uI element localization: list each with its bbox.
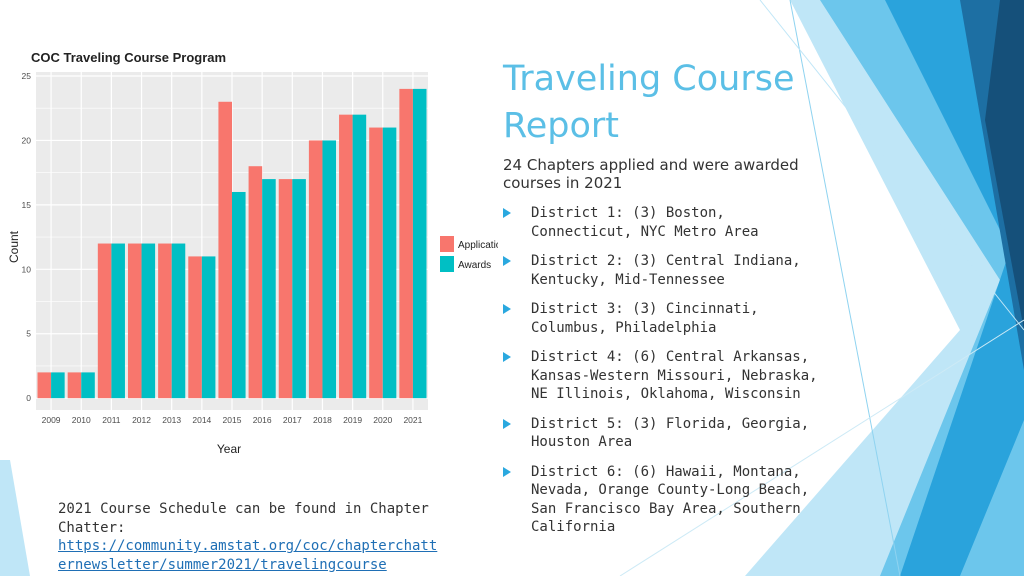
x-axis-label: Year: [217, 442, 241, 456]
district-item: District 5: (3) Florida, Georgia, Housto…: [503, 415, 823, 452]
y-tick-label: 25: [22, 71, 32, 81]
bullet-arrow-icon: [503, 466, 511, 477]
deco-line: [619, 319, 1024, 576]
district-text: District 4: (6) Central Arkansas, Kansas…: [531, 349, 818, 402]
bullet-arrow-icon: [503, 418, 511, 429]
bar-applications-2019: [339, 114, 353, 399]
district-item: District 1: (3) Boston, Connecticut, NYC…: [503, 204, 823, 241]
x-tick-label: 2019: [343, 415, 362, 425]
bar-awards-2016: [262, 179, 276, 399]
bar-awards-2010: [81, 372, 95, 399]
bullet-arrow-icon: [503, 208, 511, 218]
x-tick-label: 2012: [132, 415, 151, 425]
bar-applications-2009: [37, 372, 52, 399]
y-tick-label: 5: [26, 329, 31, 339]
district-item: District 3: (3) Cincinnati, Columbus, Ph…: [503, 300, 823, 337]
legend-label-awards: Awards: [458, 260, 491, 271]
x-tick-label: 2011: [102, 415, 121, 425]
y-tick-label: 0: [26, 393, 31, 403]
slide-subtitle: 24 Chapters applied and were awarded cou…: [503, 156, 799, 192]
district-text: District 1: (3) Boston, Connecticut, NYC…: [531, 205, 759, 240]
district-item: District 2: (3) Central Indiana, Kentuck…: [503, 252, 823, 289]
district-text: District 6: (6) Hawaii, Montana, Nevada,…: [531, 463, 810, 536]
y-tick-label: 20: [22, 135, 32, 145]
district-item: District 4: (6) Central Arkansas, Kansas…: [503, 348, 823, 404]
bar-applications-2014: [188, 256, 202, 399]
footer-note: 2021 Course Schedule can be found in Cha…: [58, 500, 458, 574]
y-tick-label: 10: [22, 264, 32, 274]
district-list: District 1: (3) Boston, Connecticut, NYC…: [503, 204, 823, 548]
deco-shape-navy: [985, 0, 1024, 330]
x-tick-label: 2017: [283, 415, 302, 425]
legend: Applications Awards: [440, 236, 498, 272]
district-item: District 6: (6) Hawaii, Montana, Nevada,…: [503, 463, 823, 537]
bar-applications-2013: [158, 243, 172, 399]
x-tick-label: 2018: [313, 415, 332, 425]
bar-applications-2010: [67, 372, 82, 399]
x-tick-label: 2016: [253, 415, 272, 425]
x-tick-label: 2021: [403, 415, 422, 425]
legend-swatch-applications: [440, 236, 454, 252]
district-text: District 5: (3) Florida, Georgia, Housto…: [531, 415, 810, 451]
bars: [37, 88, 427, 399]
deco-line: [759, 0, 1024, 331]
bar-applications-2015: [218, 101, 232, 399]
slide-title: Traveling Course Report: [503, 59, 795, 146]
footer-text: 2021 Course Schedule can be found in Cha…: [58, 501, 429, 536]
bar-awards-2015: [232, 191, 246, 399]
bar-awards-2021: [412, 88, 427, 399]
bullet-arrow-icon: [503, 256, 511, 266]
bar-applications-2016: [248, 166, 263, 399]
x-tick-label: 2014: [192, 415, 211, 425]
chart-title: COC Traveling Course Program: [31, 50, 226, 65]
x-tick-label: 2009: [42, 415, 61, 425]
bullet-arrow-icon: [503, 304, 511, 314]
y-tick-labels: 0 5 10 15 20 25: [22, 71, 32, 403]
bar-awards-2019: [352, 114, 367, 399]
x-tick-label: 2020: [373, 415, 392, 425]
deco-line: [789, 0, 901, 576]
bar-awards-2017: [292, 179, 306, 399]
legend-swatch-awards: [440, 256, 454, 272]
bar-applications-2011: [97, 243, 112, 399]
bar-awards-2014: [201, 256, 216, 399]
bar-awards-2013: [171, 243, 186, 399]
bar-applications-2017: [278, 179, 293, 399]
bar-awards-2020: [382, 127, 397, 399]
y-axis-label: Count: [8, 230, 21, 263]
x-tick-label: 2015: [223, 415, 242, 425]
x-tick-labels: 2009 2010 2011 2012 2013 2014 2015 2016 2017 2018…: [42, 415, 423, 425]
x-tick-label: 2013: [162, 415, 181, 425]
district-text: District 2: (3) Central Indiana, Kentuck…: [531, 253, 801, 288]
bar-applications-2012: [127, 243, 142, 399]
bar-awards-2011: [111, 243, 125, 399]
bar-applications-2020: [369, 127, 383, 399]
bar-awards-2009: [51, 372, 65, 399]
x-tick-label: 2010: [72, 415, 91, 425]
y-tick-label: 15: [22, 200, 32, 210]
bullet-arrow-icon: [503, 352, 511, 362]
slide-title-block: Traveling Course Report: [503, 56, 803, 150]
bar-awards-2012: [141, 243, 156, 399]
bar-applications-2018: [308, 140, 323, 399]
bar-chart: COC Traveling Course Program 0510152025 …: [8, 50, 498, 456]
bar-applications-2021: [399, 88, 413, 399]
bar-awards-2018: [322, 140, 337, 399]
chapter-chatter-link[interactable]: https://community.amstat.org/coc/chapter…: [58, 538, 438, 573]
legend-label-applications: Applications: [458, 240, 498, 251]
deco-corner-left: [0, 460, 30, 576]
district-text: District 3: (3) Cincinnati, Columbus, Ph…: [531, 301, 759, 336]
chart-panel: COC Traveling Course Program 0 5 10 15 20 25 …: [8, 40, 498, 460]
